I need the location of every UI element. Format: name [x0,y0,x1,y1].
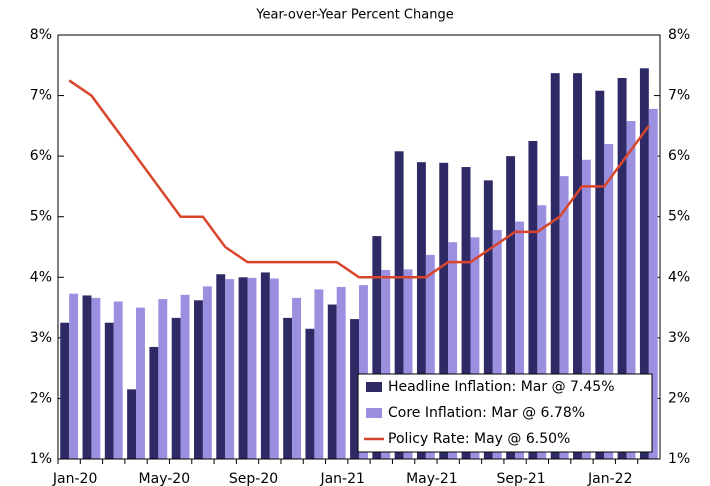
plot-frame [57,34,661,460]
bar [194,300,203,459]
chart-subtitle: Year-over-Year Percent Change [255,8,453,23]
bar [595,90,605,460]
x-tick-label: Jan-21 [319,471,364,486]
bar [283,317,293,459]
bar [470,237,480,459]
bar [626,121,636,460]
x-tick-label: Jan-22 [587,471,632,486]
bar [305,328,315,459]
y2-tick-label: 3% [668,330,690,346]
bar [403,269,413,459]
bar [425,254,435,459]
y2-tick-label: 2% [668,390,690,406]
bar [381,270,391,459]
legend-label: Policy Rate: May @ 6.50% [388,431,570,447]
line [68,79,650,279]
y2-tick-label: 5% [668,209,690,225]
bar [394,151,404,459]
bar [327,304,337,459]
bar [136,307,145,459]
bar [359,285,368,459]
bar [528,141,538,459]
bar [314,289,324,459]
bar [202,286,212,459]
bar [269,278,279,459]
bar [448,242,458,459]
legend-label: Headline Inflation: Mar @ 7.45% [388,379,615,395]
bar [639,68,649,460]
bar [483,180,493,459]
bar [617,78,627,460]
bar [60,322,70,459]
y2-tick-label: 4% [668,269,690,285]
bar [171,317,181,459]
bar [336,286,346,459]
bar [149,346,159,459]
y2-tick-label: 8% [668,27,690,43]
bar [573,73,582,459]
y-tick-label: 8% [30,27,52,43]
bar [648,108,658,459]
bar [180,294,190,459]
bar [604,144,614,459]
bar [216,274,226,459]
y-tick-label: 1% [30,451,52,467]
y-tick-label: 6% [30,148,52,164]
bar [559,176,569,460]
y-tick-label: 4% [30,269,52,285]
bar [581,159,591,459]
x-tick-label: May-20 [139,471,191,486]
bar [158,299,168,459]
bar [515,221,524,459]
y-tick-label: 3% [30,330,52,346]
bar [537,205,547,459]
bar [439,162,449,459]
bar [82,295,92,459]
legend-swatch [366,382,382,392]
y2-tick-label: 6% [668,148,690,164]
bar [127,389,137,459]
legend-swatch [366,408,382,418]
bar [492,230,502,459]
bar [91,297,101,459]
bar [550,73,560,459]
bar [238,277,248,459]
y2-tick-label: 7% [668,88,690,104]
legend-box [357,373,653,453]
bar [69,293,79,459]
bar [506,156,516,459]
x-tick-label: May-21 [406,471,458,486]
bar [104,322,114,459]
y-tick-label: 7% [30,88,52,104]
bar [225,279,235,459]
y2-tick-label: 1% [668,451,690,467]
bar [350,319,359,459]
bar [247,277,257,459]
bar [113,301,123,459]
y-tick-label: 5% [30,209,52,225]
y-tick-label: 2% [30,390,52,406]
legend-label: Core Inflation: Mar @ 6.78% [388,405,585,421]
bar [260,272,270,459]
bar [416,162,426,459]
x-tick-label: Sep-20 [229,471,278,486]
bar [461,167,471,459]
x-tick-label: Jan-20 [52,471,97,486]
bar [292,297,302,459]
x-tick-label: Sep-21 [496,471,545,486]
bar [372,236,382,459]
